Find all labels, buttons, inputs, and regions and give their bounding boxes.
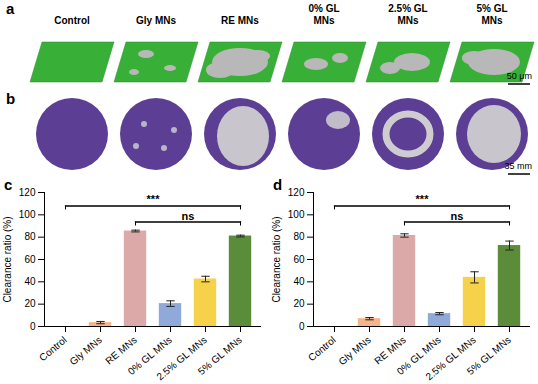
svg-text:20: 20 [293, 298, 305, 309]
svg-text:Clearance ratio (%): Clearance ratio (%) [2, 216, 13, 302]
svg-text:b: b [6, 90, 15, 107]
svg-text:2.5% GL MNs: 2.5% GL MNs [154, 334, 209, 383]
svg-text:RE MNs: RE MNs [221, 15, 259, 26]
svg-text:0: 0 [299, 321, 305, 332]
svg-text:0% GL MNs: 0% GL MNs [394, 334, 443, 377]
svg-text:Gly MNs: Gly MNs [336, 334, 372, 367]
svg-text:0% GLMNs: 0% GLMNs [308, 3, 339, 26]
svg-text:RE MNs: RE MNs [103, 334, 139, 367]
svg-text:120: 120 [19, 187, 36, 198]
html-text:d: d [273, 176, 283, 193]
svg-text:2.5% GLMNs: 2.5% GLMNs [388, 3, 427, 26]
svg-text:a: a [6, 0, 15, 17]
svg-text:20: 20 [24, 298, 36, 309]
svg-text:5% GL MNs: 5% GL MNs [465, 334, 513, 377]
svg-text:Control: Control [37, 334, 69, 363]
svg-text:RE MNs: RE MNs [372, 334, 408, 367]
svg-text:2.5% GL MNs: 2.5% GL MNs [423, 334, 478, 383]
svg-text:120: 120 [288, 187, 305, 198]
svg-text:80: 80 [24, 231, 36, 242]
svg-text:ns: ns [182, 210, 195, 222]
svg-text:40: 40 [24, 276, 36, 287]
svg-text:Control: Control [306, 334, 338, 363]
svg-text:60: 60 [24, 254, 36, 265]
svg-text:60: 60 [293, 254, 305, 265]
svg-text:Gly MNs: Gly MNs [67, 334, 103, 367]
svg-text:0: 0 [30, 321, 36, 332]
svg-text:5% GLMNs: 5% GLMNs [476, 3, 507, 26]
svg-text:50 μm: 50 μm [507, 71, 532, 81]
svg-text:100: 100 [19, 209, 36, 220]
svg-text:Gly MNs: Gly MNs [136, 15, 176, 26]
svg-text:***: *** [147, 193, 161, 205]
svg-text:100: 100 [288, 209, 305, 220]
svg-text:35 mm: 35 mm [504, 161, 532, 171]
svg-text:80: 80 [293, 231, 305, 242]
svg-text:40: 40 [293, 276, 305, 287]
html-text:c: c [4, 176, 13, 193]
svg-text:Clearance ratio (%): Clearance ratio (%) [271, 216, 282, 302]
svg-text:Control: Control [54, 15, 90, 26]
svg-text:0% GL MNs: 0% GL MNs [125, 334, 174, 377]
svg-text:5% GL MNs: 5% GL MNs [196, 334, 244, 377]
svg-text:ns: ns [451, 210, 464, 222]
svg-text:***: *** [416, 193, 430, 205]
